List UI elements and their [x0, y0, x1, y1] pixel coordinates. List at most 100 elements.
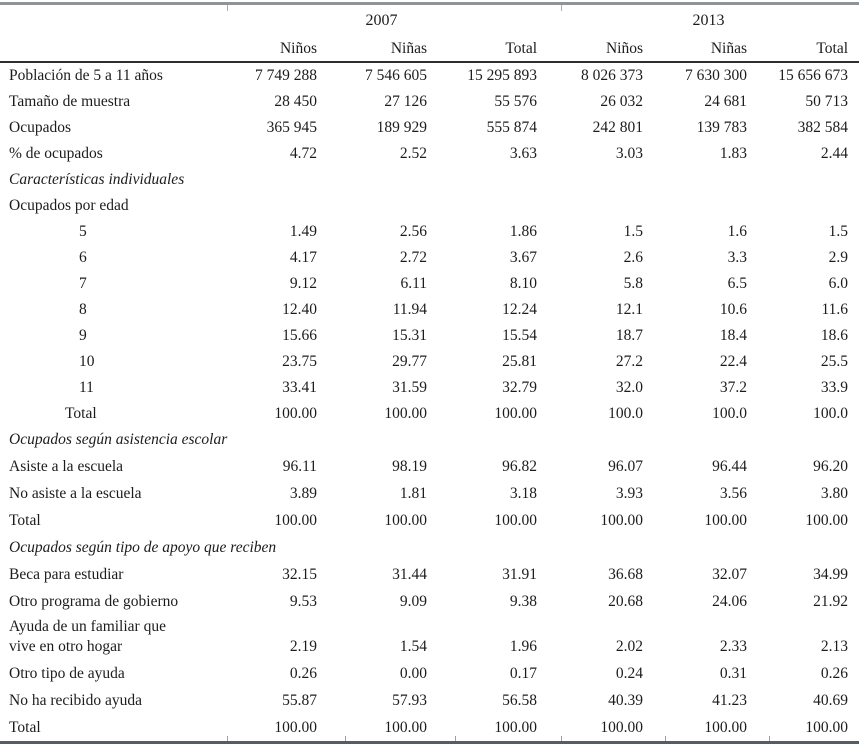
cell-value: 96.11 [282, 457, 317, 475]
row-label: 11 [79, 379, 94, 396]
row-label: 7 [79, 275, 87, 292]
row-label: Total [0, 714, 227, 744]
cell-value: 100.00 [494, 511, 538, 529]
cell-value: 55 576 [494, 93, 538, 110]
cell-value: 27 126 [384, 93, 427, 110]
table-row: Ocupados 365 945 189 929 555 874 242 801 139 … [0, 115, 859, 141]
cell-value: 3.89 [289, 484, 317, 502]
row-label: Ocupados según asistencia escolar [9, 431, 228, 448]
table-row: 11 33.41 31.59 32.79 32.0 37.2 33.9 [0, 375, 859, 401]
row-label: 10 [79, 353, 95, 370]
row-label: Ocupados [9, 119, 71, 136]
cell-value: 3.80 [820, 484, 849, 502]
cell-value: 57.93 [392, 691, 427, 709]
table-row: 8 12.40 11.94 12.24 12.1 10.6 11.6 [0, 297, 859, 323]
cell-value: 8 026 373 [581, 67, 644, 84]
cell-value: 100.00 [384, 511, 427, 529]
cell-value: 96.44 [712, 457, 748, 475]
cell-value: 7 630 300 [685, 67, 748, 84]
year-group-2007: 2007 [227, 2, 562, 37]
cell-value: 98.19 [392, 457, 427, 475]
cell-value: 5.8 [623, 275, 644, 292]
cell-value: 24.06 [712, 592, 748, 610]
cell-value: 9.38 [509, 592, 538, 610]
column-header-row: Niños Niñas Total Niños Niñas Total [0, 37, 859, 63]
column-header-total-2013: Total [769, 37, 859, 63]
cell-value: 1.54 [399, 638, 427, 655]
cell-value: 4.17 [289, 249, 317, 266]
table-row: Total 100.00 100.00 100.00 100.0 100.0 100.0 [0, 401, 859, 427]
cell-value: 31.91 [502, 565, 538, 583]
row-label: Características individuales [9, 171, 185, 188]
year-group-2013: 2013 [561, 2, 859, 37]
row-label: Ocupados por edad [9, 197, 129, 214]
cell-value: 15 295 893 [467, 67, 538, 84]
cell-value: 3.63 [509, 145, 538, 162]
table-row: 10 23.75 29.77 25.81 27.2 22.4 25.5 [0, 349, 859, 375]
row-label: % de ocupados [9, 145, 103, 162]
header-spacer [0, 2, 227, 37]
cell-value: 96.07 [608, 457, 644, 475]
cell-value: 34.99 [813, 565, 849, 583]
cell-value: 1.96 [509, 638, 538, 655]
cell-value: 242 801 [592, 119, 644, 136]
cell-value: 100.00 [227, 714, 345, 744]
table-row: Tamaño de muestra 28 450 27 126 55 576 26 03… [0, 89, 859, 115]
cell-value: 31.44 [392, 565, 427, 583]
cell-value: 33.9 [820, 379, 849, 396]
cell-value: 33.41 [282, 379, 317, 396]
cell-value: 100.00 [805, 511, 849, 529]
row-label: 8 [79, 301, 87, 318]
cell-value: 25.81 [502, 353, 538, 370]
cell-value: 21.92 [813, 592, 849, 610]
cell-value: 2.9 [828, 249, 849, 266]
cell-value: 9.53 [289, 592, 317, 610]
cell-value: 100.0 [608, 405, 644, 422]
table-row: No asiste a la escuela 3.89 1.81 3.18 3.93 3.… [0, 480, 859, 507]
cell-value: 139 783 [696, 119, 748, 136]
cell-value: 23.75 [282, 353, 317, 370]
cell-value: 365 945 [266, 119, 317, 136]
cell-value: 6.5 [727, 275, 748, 292]
cell-value: 2.52 [399, 145, 427, 162]
cell-value: 18.7 [615, 327, 644, 344]
cell-value: 24 681 [704, 93, 748, 110]
table-row: 9 15.66 15.31 15.54 18.7 18.4 18.6 [0, 323, 859, 349]
cell-value: 100.0 [712, 405, 748, 422]
cell-value: 15.54 [502, 327, 538, 344]
row-label: Asiste a la escuela [9, 457, 124, 475]
table-row: Total 100.00 100.00 100.00 100.00 100.00 100.0… [0, 507, 859, 534]
cell-value: 0.26 [289, 664, 317, 682]
cell-value: 10.6 [719, 301, 748, 318]
cell-value: 2.56 [399, 223, 427, 240]
cell-value: 2.13 [820, 638, 849, 655]
cell-value: 7 749 288 [255, 67, 317, 84]
cell-value: 100.00 [600, 511, 644, 529]
table-row: No ha recibido ayuda 55.87 57.93 56.58 40.39… [0, 687, 859, 714]
table-row: Otro tipo de ayuda 0.26 0.00 0.17 0.24 0.31 0.… [0, 660, 859, 687]
row-label: Ocupados según tipo de apoyo que reciben [9, 538, 277, 556]
column-header-ninas-2007: Niñas [345, 37, 455, 63]
row-label: No ha recibido ayuda [9, 691, 142, 709]
cell-value: 20.68 [608, 592, 644, 610]
cell-value: 4.72 [289, 145, 317, 162]
cell-value: 27.2 [615, 353, 644, 370]
column-header-ninas-2013: Niñas [665, 37, 770, 63]
cell-value: 9.09 [399, 592, 427, 610]
cell-value: 15.31 [392, 327, 427, 344]
cell-value: 1.81 [399, 484, 427, 502]
row-label: Total [9, 511, 41, 529]
cell-value: 2.19 [289, 638, 317, 655]
table-row: 6 4.17 2.72 3.67 2.6 3.3 2.9 [0, 245, 859, 271]
cell-value: 18.6 [820, 327, 849, 344]
cell-value: 555 874 [486, 119, 538, 136]
cell-value: 2.44 [820, 145, 849, 162]
row-label: Total [65, 405, 97, 422]
cell-value: 1.83 [719, 145, 748, 162]
cell-value: 29.77 [392, 353, 427, 370]
cell-value: 31.59 [392, 379, 427, 396]
row-label: No asiste a la escuela [9, 484, 142, 502]
column-header-ninos-2007: Niños [227, 37, 345, 63]
cell-value: 96.20 [813, 457, 849, 475]
cell-value: 100.00 [494, 405, 538, 422]
